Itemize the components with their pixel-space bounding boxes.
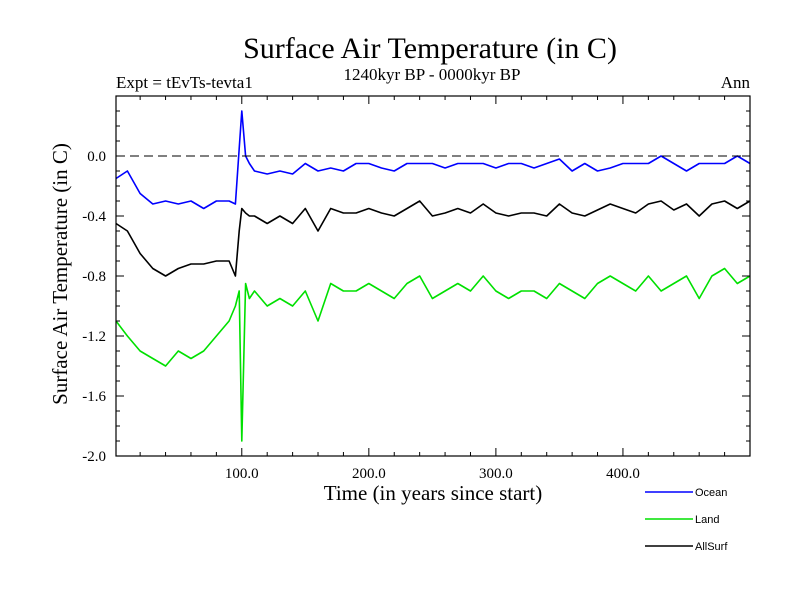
x-tick-label: 300.0: [479, 466, 513, 482]
legend-label-land: Land: [695, 514, 719, 526]
x-tick-label: 100.0: [225, 466, 259, 482]
season-label: Ann: [721, 73, 751, 92]
series-line-land: [115, 267, 751, 442]
plot-frame: [115, 95, 751, 457]
series-line-ocean: [115, 110, 751, 210]
y-tick-label: -0.8: [82, 269, 106, 285]
legend-label-ocean: Ocean: [695, 487, 727, 499]
x-tick-label: 200.0: [352, 466, 386, 482]
x-axis-label: Time (in years since start): [324, 481, 543, 505]
legend-label-allsurf: AllSurf: [695, 541, 728, 553]
chart-title: Surface Air Temperature (in C): [243, 32, 617, 65]
y-tick-label: 0.0: [87, 149, 106, 165]
chart-subtitle: 1240kyr BP - 0000kyr BP: [344, 65, 521, 84]
legend: Ocean Land AllSurf: [645, 487, 728, 553]
y-tick-label: -0.4: [82, 209, 106, 225]
experiment-label: Expt = tEvTs-tevta1: [116, 73, 253, 92]
series-line-allsurf: [115, 200, 751, 277]
y-tick-label: -1.2: [82, 329, 106, 345]
axes: 100.0 200.0 300.0 400.0 -2.0 -1.6 -1.2 -0.8 -0.4…: [82, 95, 751, 482]
y-tick-label: -2.0: [82, 449, 106, 465]
series-layer: [115, 110, 751, 442]
y-tick-label: -1.6: [82, 389, 106, 405]
x-tick-label: 400.0: [606, 466, 640, 482]
y-axis-label: Surface Air Temperature (in C): [48, 143, 72, 405]
